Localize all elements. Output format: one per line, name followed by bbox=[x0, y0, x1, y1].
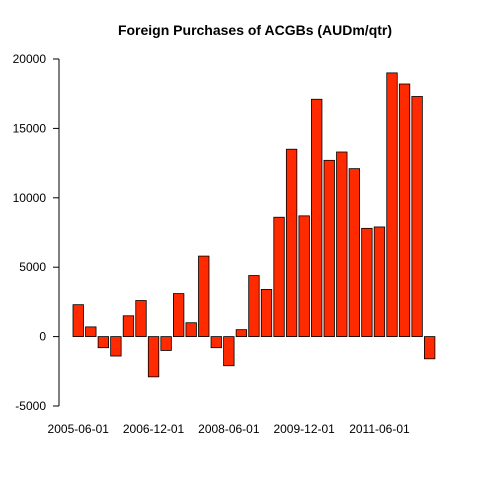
bar bbox=[147, 336, 160, 378]
bar bbox=[285, 148, 298, 338]
bar bbox=[198, 255, 210, 338]
y-tick-label: 5000 bbox=[19, 260, 46, 274]
x-axis-labels: 2005-06-01 2006-12-01 2008-06-01 2009-12-01… bbox=[48, 422, 410, 436]
x-tick-label: 2006-12-01 bbox=[123, 422, 185, 436]
y-tick-label: 0 bbox=[39, 330, 46, 344]
bar bbox=[185, 322, 197, 338]
bar bbox=[298, 215, 310, 337]
bar bbox=[122, 315, 135, 337]
y-tick-label: 20000 bbox=[13, 52, 47, 66]
bar bbox=[423, 336, 436, 360]
bar bbox=[323, 159, 335, 338]
bar bbox=[160, 336, 172, 351]
chart-title: Foreign Purchases of ACGBs (AUDm/qtr) bbox=[118, 22, 392, 38]
bar bbox=[398, 83, 411, 337]
bar bbox=[248, 275, 260, 338]
x-tick-label: 2005-06-01 bbox=[48, 422, 110, 436]
bar bbox=[361, 227, 373, 337]
bar bbox=[72, 304, 84, 337]
bar bbox=[110, 336, 122, 357]
bar bbox=[336, 151, 348, 338]
bar bbox=[210, 336, 222, 349]
y-tick-label: 15000 bbox=[13, 121, 47, 135]
bar bbox=[172, 293, 185, 337]
y-axis: -5000 0 5000 10000 15000 20000 bbox=[13, 52, 60, 413]
bar bbox=[235, 329, 248, 338]
x-tick-label: 2008-06-01 bbox=[198, 422, 260, 436]
bar bbox=[273, 216, 285, 337]
bars-group bbox=[72, 72, 436, 378]
bar bbox=[97, 336, 109, 349]
bar bbox=[348, 168, 361, 337]
bar bbox=[311, 98, 323, 338]
y-tick-label: 10000 bbox=[13, 191, 47, 205]
bar bbox=[411, 96, 423, 337]
x-tick-label: 2011-06-01 bbox=[349, 422, 410, 436]
y-tick-label: -5000 bbox=[15, 399, 46, 413]
bar bbox=[223, 336, 235, 367]
bar bbox=[386, 72, 398, 337]
bar bbox=[373, 226, 386, 337]
bar bbox=[135, 300, 147, 337]
bar bbox=[85, 326, 97, 338]
bar bbox=[260, 289, 273, 337]
x-tick-label: 2009-12-01 bbox=[273, 422, 335, 436]
